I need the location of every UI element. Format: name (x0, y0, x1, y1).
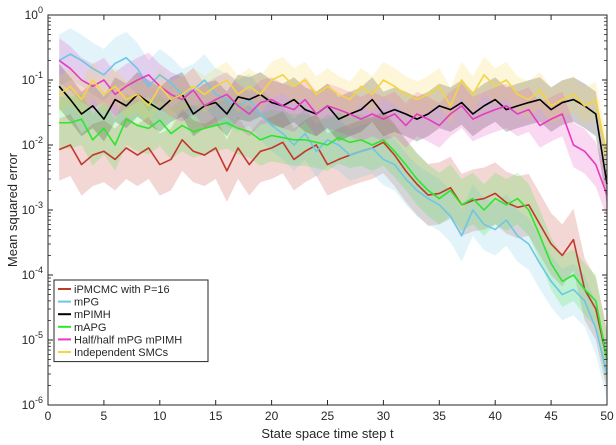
y-tick-label: 10-3 (22, 200, 43, 217)
band-series-6 (59, 56, 608, 174)
band-series-5 (59, 38, 608, 218)
x-tick-label: 35 (433, 409, 447, 423)
legend-label: mAPG (74, 322, 106, 334)
x-tick-label: 25 (321, 409, 335, 423)
x-tick-label: 20 (265, 409, 279, 423)
x-tick-label: 50 (600, 409, 614, 423)
series-lines (58, 53, 608, 375)
y-tick-label: 10-2 (22, 135, 43, 152)
y-tick-label: 10-1 (22, 70, 43, 87)
x-tick-label: 10 (153, 409, 167, 423)
band-series-3 (59, 64, 608, 207)
legend-label: Half/half mPG mPIMH (74, 334, 182, 346)
y-axis-label: Mean squared error (5, 152, 20, 267)
y-tick-label: 10-6 (22, 395, 43, 412)
x-tick-label: 40 (489, 409, 503, 423)
line-series-1 (58, 139, 608, 360)
y-tick-labels: 10-6 10-5 10-4 10-3 10-2 10-1 100 (22, 5, 43, 412)
band-series-4 (59, 93, 608, 386)
legend-label: mPIMH (74, 309, 111, 321)
y-tick-label: 10-4 (22, 265, 43, 282)
line-series-5 (58, 59, 608, 196)
x-tick-label: 30 (377, 409, 391, 423)
axis-ticks (47, 14, 608, 406)
x-tick-labels: 0 5 10 15 20 25 30 35 40 45 50 (45, 409, 614, 423)
legend-label: iPMCMC with P=16 (74, 284, 170, 296)
legend-label: mPG (74, 297, 99, 309)
x-tick-label: 15 (209, 409, 223, 423)
x-tick-label: 0 (45, 409, 52, 423)
x-tick-label: 45 (544, 409, 558, 423)
y-tick-label: 10-5 (22, 330, 43, 347)
line-series-6 (58, 74, 608, 156)
y-tick-label: 100 (25, 5, 43, 22)
x-tick-label: 5 (101, 409, 108, 423)
x-axis-label: State space time step t (261, 426, 394, 441)
legend-label: Independent SMCs (74, 347, 169, 359)
line-series-4 (59, 118, 608, 360)
legend-box (53, 279, 209, 363)
line-series-2 (58, 53, 608, 375)
band-series-1 (59, 108, 608, 391)
